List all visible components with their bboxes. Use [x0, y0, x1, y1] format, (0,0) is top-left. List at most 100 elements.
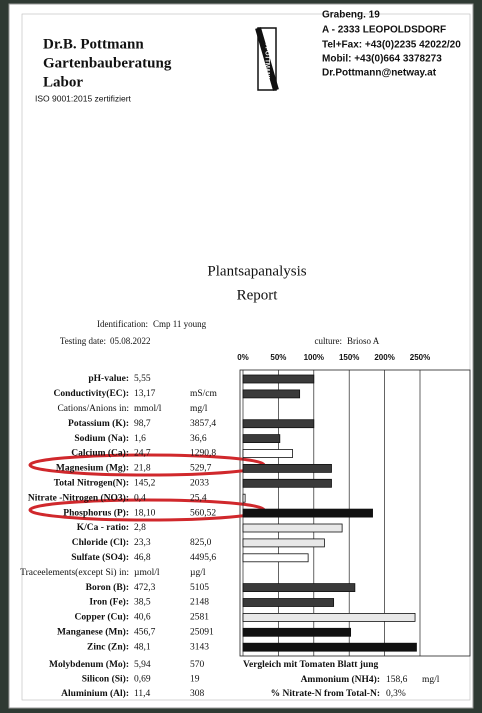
row-value: 2033	[190, 478, 209, 488]
row-value: 5,55	[134, 374, 151, 384]
row-value: µg/l	[190, 568, 206, 578]
bar	[243, 628, 351, 636]
row-value: 5105	[190, 583, 209, 593]
comparison-title: Vergleich mit Tomaten Blatt jung	[243, 660, 379, 670]
row-value: 98,7	[134, 419, 151, 429]
row-label: Nitrate -Nitrogen (NO3):	[28, 492, 129, 503]
label: Identification:	[97, 319, 148, 329]
row-label: Traceelements(except Si) in:	[20, 567, 129, 578]
value: Brioso A	[347, 336, 380, 346]
row-value: 4495,6	[190, 553, 216, 563]
row-value: 25091	[190, 627, 214, 637]
x-tick-label: 100%	[304, 353, 324, 362]
address: Mobil: +43(0)664 3378273	[322, 54, 442, 65]
address: Tel+Fax: +43(0)2235 42022/20	[322, 40, 461, 51]
row-value: 1290,8	[190, 449, 216, 459]
address: Grabeng. 19	[322, 10, 380, 21]
row-value: 21,8	[134, 464, 151, 474]
value: Cmp 11 young	[153, 319, 207, 329]
row-label: Molybdenum (Mo):	[49, 659, 129, 670]
row-value: 36,6	[190, 434, 207, 444]
row-value: 48,1	[134, 642, 151, 652]
page: Dr.B. Pottmann Gartenbauberatung Labor I…	[0, 0, 482, 713]
title: Report	[237, 287, 279, 303]
row-label: Magnesium (Mg):	[56, 463, 129, 474]
bar	[243, 554, 308, 562]
bar	[243, 539, 324, 547]
row-value: 25,4	[190, 493, 207, 503]
row-value: 3143	[190, 642, 209, 652]
x-tick-label: 150%	[339, 353, 359, 362]
row-value: 46,8	[134, 553, 151, 563]
row-value: 2,8	[134, 523, 146, 533]
row-label: Aluminium (Al):	[61, 688, 129, 699]
row-value: 23,3	[134, 538, 151, 548]
row-value: µmol/l	[134, 568, 160, 578]
address: Dr.Pottmann@netway.at	[322, 68, 437, 79]
x-tick-label: 250%	[410, 353, 430, 362]
row-value: 529,7	[190, 464, 212, 474]
label: Testing date:	[60, 336, 106, 346]
row-value: 456,7	[134, 627, 156, 637]
row-value: 308	[190, 689, 205, 699]
row-label: pH-value:	[88, 374, 129, 384]
bar	[243, 509, 373, 517]
row-label: Manganese (Mn):	[57, 626, 129, 637]
bar	[243, 435, 280, 443]
row-value: 3857,4	[190, 419, 216, 429]
row-value: 24,7	[134, 449, 151, 459]
row-value: 825,0	[190, 538, 212, 548]
label: Ammonium (NH4):	[301, 674, 380, 685]
lab-name: Gartenbauberatung	[43, 55, 172, 71]
row-label: Silicon (Si):	[82, 674, 129, 685]
row-value: 11,4	[134, 689, 151, 699]
row-label: Calcium (Ca):	[71, 448, 129, 459]
row-value: mS/cm	[190, 389, 218, 399]
iso: ISO 9001:2015 zertifiziert	[35, 93, 132, 103]
row-value: 40,6	[134, 613, 151, 623]
value: 158,6	[386, 675, 408, 685]
label: % Nitrate-N from Total-N:	[271, 689, 380, 699]
bar	[243, 464, 332, 472]
x-tick-label: 0%	[237, 353, 249, 362]
value: 05.08.2022	[110, 336, 151, 346]
row-value: 0,4	[134, 493, 146, 503]
row-label: Total Nitrogen(N):	[54, 477, 129, 488]
row-value: 38,5	[134, 598, 151, 608]
row-value: mg/l	[190, 404, 208, 414]
label: culture:	[315, 336, 343, 346]
row-label: Zinc (Zn):	[87, 641, 129, 652]
unit: mg/l	[422, 675, 440, 685]
x-tick-label: 200%	[374, 353, 394, 362]
row-value: 19	[190, 675, 200, 685]
row-value: 13,17	[134, 389, 156, 399]
row-label: Copper (Cu):	[75, 612, 129, 623]
row-value: 1,6	[134, 434, 146, 444]
row-label: Potassium (K):	[68, 418, 129, 429]
lab-name: Dr.B. Pottmann	[43, 36, 144, 52]
row-value: mmol/l	[134, 404, 162, 414]
bar	[243, 450, 293, 458]
row-value: 2581	[190, 613, 209, 623]
bar	[243, 613, 415, 621]
bar	[243, 479, 332, 487]
row-value: 18,10	[134, 508, 156, 518]
row-value: 560,52	[190, 508, 216, 518]
row-label: Iron (Fe):	[89, 597, 129, 608]
row-label: Cations/Anions in:	[57, 404, 129, 414]
row-value: 5,94	[134, 660, 151, 670]
title: Plantsapanalysis	[207, 263, 306, 279]
address: A - 2333 LEOPOLDSDORF	[322, 25, 446, 36]
row-label: Conductivity(EC):	[54, 388, 129, 399]
bar	[243, 643, 416, 651]
bar	[243, 390, 300, 398]
bar	[243, 584, 355, 592]
bar	[243, 420, 314, 428]
logo-text: Dr. POTTMANN	[263, 37, 269, 81]
row-label: Boron (B):	[86, 582, 129, 593]
row-label: Chloride (Cl):	[72, 537, 129, 548]
x-tick-label: 50%	[270, 353, 286, 362]
row-label: Sulfate (SO4):	[71, 552, 129, 563]
bar	[243, 524, 342, 532]
row-value: 570	[190, 660, 205, 670]
